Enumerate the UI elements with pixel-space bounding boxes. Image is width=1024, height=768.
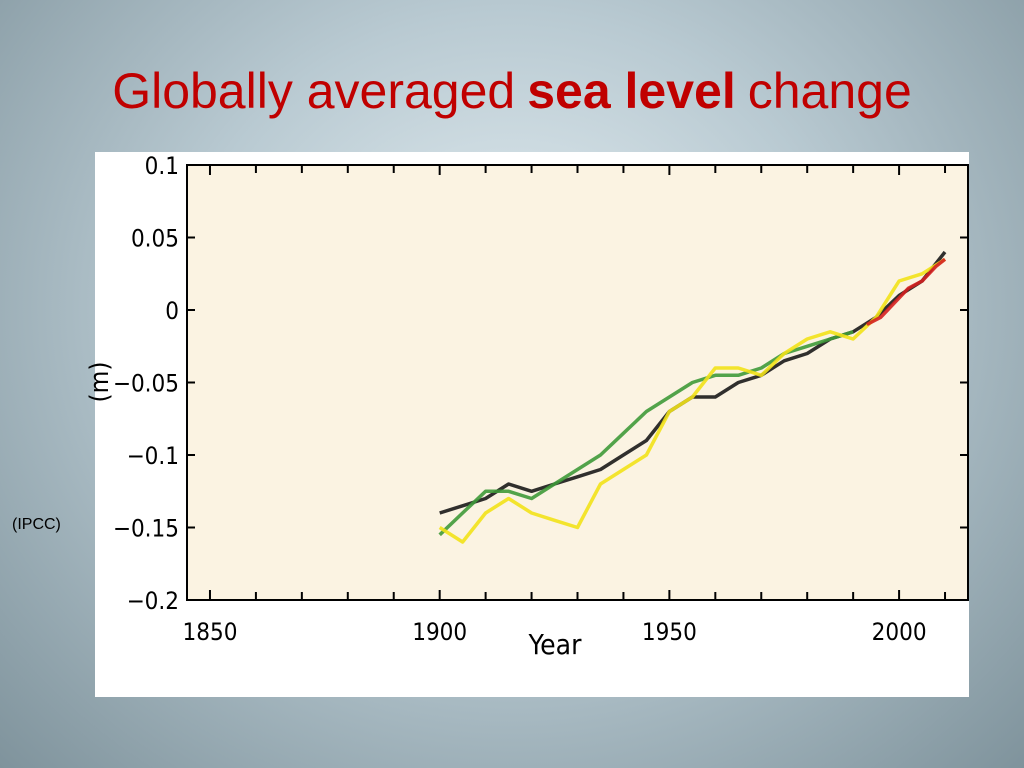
- x-tick-label: 1900: [412, 618, 467, 646]
- y-tick-label: 0.1: [145, 152, 179, 180]
- x-axis-label: Year: [528, 628, 583, 661]
- title-bold: sea level: [527, 63, 736, 119]
- slide-title: Globally averaged sea level change: [0, 62, 1024, 120]
- y-axis-label: (m): [85, 361, 115, 402]
- title-part: Globally averaged: [112, 63, 516, 119]
- y-tick-label: −0.2: [127, 587, 179, 615]
- y-tick-label: −0.15: [113, 515, 179, 543]
- x-tick-label: 1850: [183, 618, 238, 646]
- plot-area: [186, 164, 969, 601]
- series-line: [866, 257, 947, 327]
- y-tick-label: −0.1: [127, 442, 179, 470]
- series-line: [438, 257, 946, 544]
- y-tick-label: −0.05: [113, 370, 179, 398]
- caption: (IPCC): [12, 516, 61, 533]
- title-part: change: [747, 63, 912, 119]
- x-tick-label: 1950: [642, 618, 697, 646]
- y-tick-label: 0.05: [131, 225, 179, 253]
- x-tick-label: 2000: [872, 618, 927, 646]
- y-tick-label: 0: [165, 297, 179, 325]
